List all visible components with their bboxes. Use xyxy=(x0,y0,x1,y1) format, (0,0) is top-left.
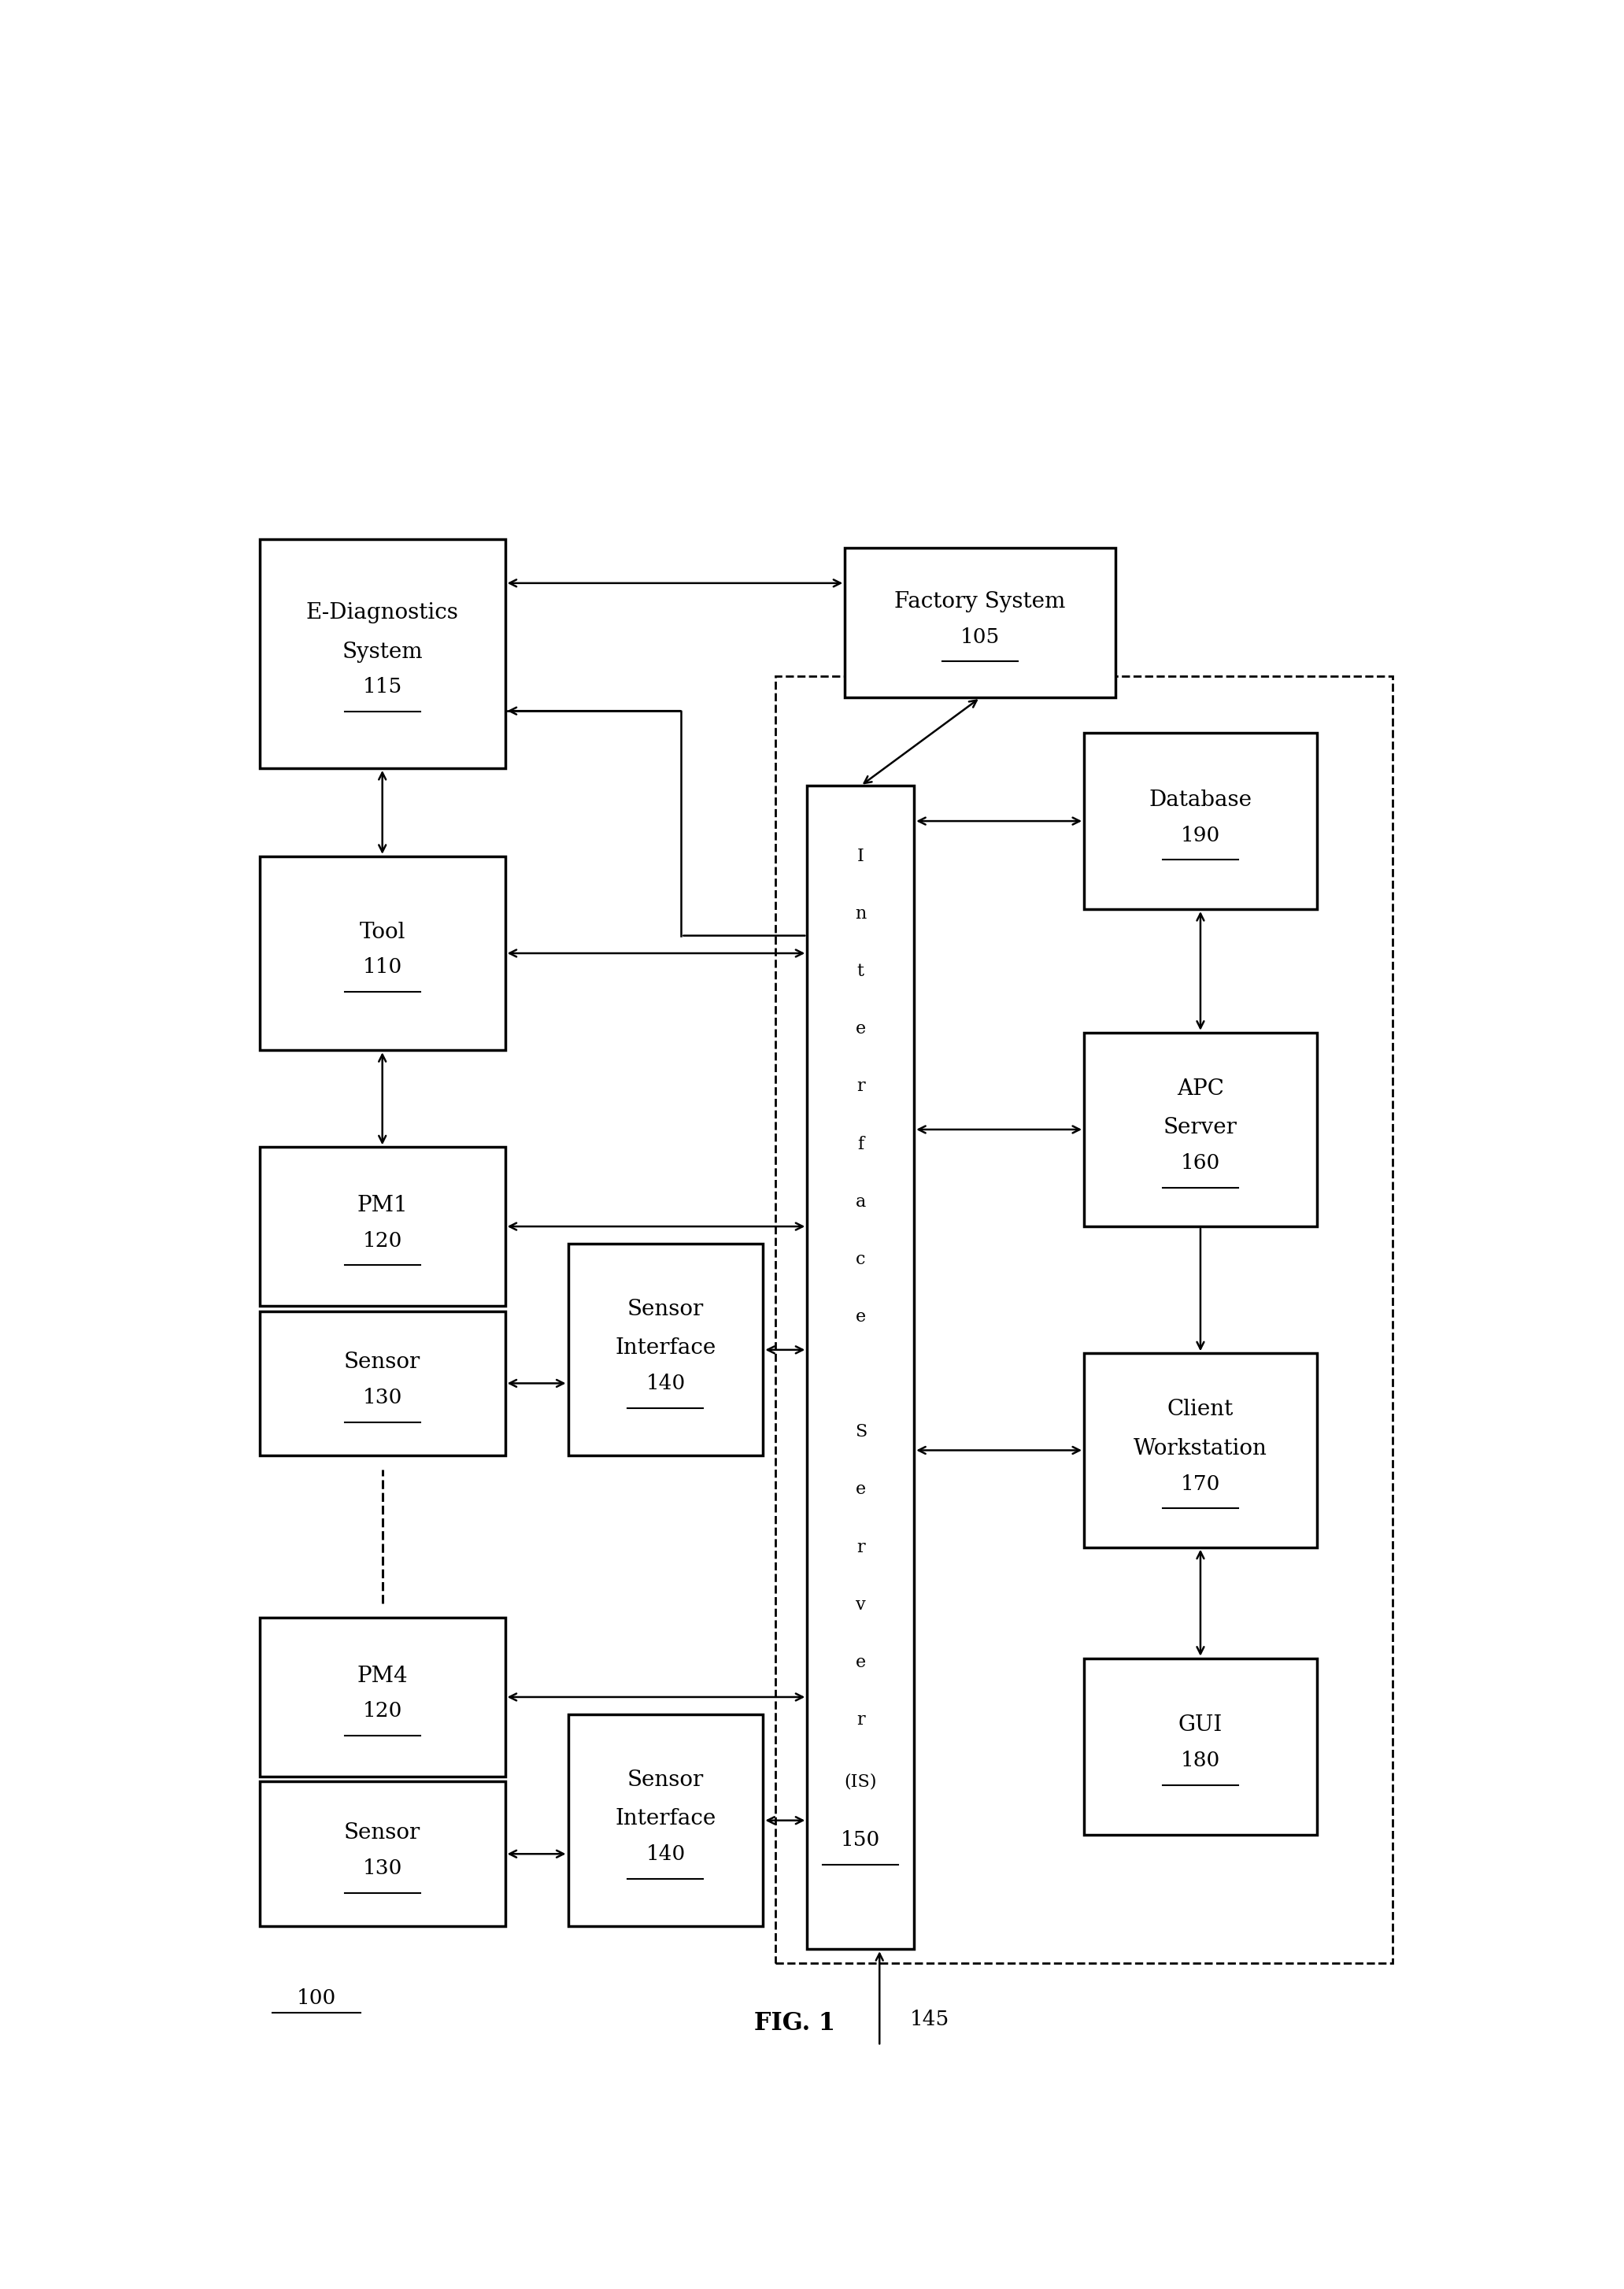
Text: 120: 120 xyxy=(362,1231,403,1250)
Bar xyxy=(1085,1657,1317,1833)
Text: S: S xyxy=(854,1424,867,1440)
Bar xyxy=(1085,1353,1317,1547)
Text: Factory System: Factory System xyxy=(895,591,1065,611)
Text: Workstation: Workstation xyxy=(1134,1437,1267,1458)
Text: r: r xyxy=(856,1712,866,1728)
Bar xyxy=(844,547,1116,698)
Bar xyxy=(260,1781,505,1925)
Bar xyxy=(568,1714,763,1925)
Text: e: e xyxy=(856,1481,866,1499)
Text: Database: Database xyxy=(1148,790,1252,810)
Text: a: a xyxy=(856,1193,866,1211)
Text: e: e xyxy=(856,1021,866,1037)
Bar xyxy=(568,1245,763,1456)
Text: Server: Server xyxy=(1163,1117,1237,1138)
Text: n: n xyxy=(854,904,866,922)
Text: 140: 140 xyxy=(646,1845,685,1863)
Bar xyxy=(807,785,914,1950)
Text: PM4: PM4 xyxy=(357,1666,408,1687)
Text: Sensor: Sensor xyxy=(344,1351,421,1373)
Text: r: r xyxy=(856,1078,866,1094)
Text: 145: 145 xyxy=(909,2010,950,2030)
Bar xyxy=(260,1618,505,1776)
Text: f: f xyxy=(857,1135,864,1154)
Text: 180: 180 xyxy=(1181,1751,1220,1769)
Text: t: t xyxy=(857,964,864,980)
Text: 190: 190 xyxy=(1181,826,1220,845)
Text: 170: 170 xyxy=(1181,1474,1220,1495)
Text: 120: 120 xyxy=(362,1701,403,1721)
Text: (IS): (IS) xyxy=(844,1774,877,1790)
Text: 105: 105 xyxy=(960,627,1000,648)
Text: 140: 140 xyxy=(646,1373,685,1394)
Text: e: e xyxy=(856,1309,866,1325)
Bar xyxy=(1085,732,1317,909)
Text: Sensor: Sensor xyxy=(627,1298,703,1321)
Text: I: I xyxy=(857,847,864,865)
Bar xyxy=(260,1147,505,1305)
Text: APC: APC xyxy=(1177,1078,1224,1099)
Text: 130: 130 xyxy=(362,1387,403,1408)
Text: r: r xyxy=(856,1538,866,1557)
Text: 130: 130 xyxy=(362,1859,403,1877)
Bar xyxy=(260,540,505,769)
Text: c: c xyxy=(856,1250,866,1268)
Bar xyxy=(260,1312,505,1456)
Text: e: e xyxy=(856,1653,866,1671)
Text: v: v xyxy=(856,1595,866,1614)
Text: 160: 160 xyxy=(1181,1154,1220,1172)
Text: Sensor: Sensor xyxy=(344,1822,421,1843)
Text: PM1: PM1 xyxy=(357,1195,408,1215)
Text: 115: 115 xyxy=(362,678,403,696)
Text: E-Diagnostics: E-Diagnostics xyxy=(305,602,458,623)
Text: GUI: GUI xyxy=(1179,1714,1223,1735)
Bar xyxy=(260,856,505,1051)
Bar xyxy=(1085,1032,1317,1227)
Text: 110: 110 xyxy=(362,957,403,977)
Bar xyxy=(776,678,1392,1964)
Text: 100: 100 xyxy=(297,1989,336,2007)
Text: System: System xyxy=(343,641,422,662)
Text: FIG. 1: FIG. 1 xyxy=(754,2012,835,2035)
Text: Client: Client xyxy=(1168,1399,1234,1421)
Text: Interface: Interface xyxy=(615,1337,716,1360)
Text: Interface: Interface xyxy=(615,1808,716,1829)
Text: 150: 150 xyxy=(841,1829,880,1850)
Text: Sensor: Sensor xyxy=(627,1769,703,1790)
Text: Tool: Tool xyxy=(359,922,406,943)
